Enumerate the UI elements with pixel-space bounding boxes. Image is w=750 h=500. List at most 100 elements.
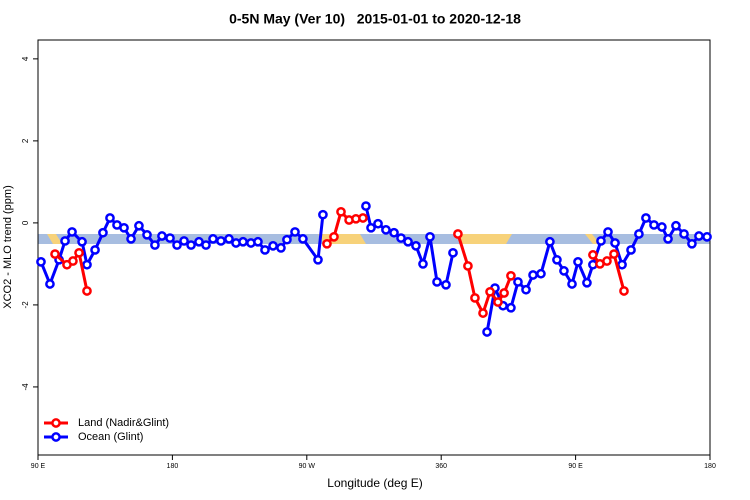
data-point <box>702 231 712 242</box>
ocean-band <box>38 234 710 244</box>
data-point <box>528 270 538 280</box>
data-point <box>482 327 492 337</box>
data-point <box>119 222 129 233</box>
data-point <box>253 236 263 247</box>
data-point <box>60 236 70 246</box>
data-point <box>98 227 108 238</box>
plot-frame <box>37 39 711 456</box>
data-point <box>657 222 667 232</box>
data-point <box>506 270 516 281</box>
data-point <box>671 220 681 231</box>
data-point <box>552 254 562 265</box>
data-point <box>602 256 612 266</box>
data-point <box>201 240 211 250</box>
data-point <box>373 218 383 229</box>
data-point <box>318 209 328 220</box>
data-point <box>559 266 569 276</box>
land-band <box>456 234 512 244</box>
data-point <box>603 227 613 237</box>
data-point <box>619 286 629 296</box>
y-tick-label: 4 <box>21 56 30 61</box>
data-point <box>361 201 371 211</box>
data-point <box>411 241 421 251</box>
data-point <box>448 247 458 258</box>
data-point <box>157 231 167 241</box>
data-point <box>105 213 115 223</box>
data-point <box>282 234 292 245</box>
data-point <box>50 249 60 259</box>
legend-marker <box>51 418 61 428</box>
data-point <box>506 302 516 313</box>
data-point <box>74 247 84 258</box>
data-point <box>90 245 100 255</box>
data-point <box>545 236 555 247</box>
data-point <box>82 259 92 270</box>
data-point <box>322 238 332 249</box>
data-point <box>432 277 442 287</box>
data-point <box>313 254 323 265</box>
data-point <box>463 261 473 271</box>
data-point <box>150 240 160 250</box>
data-point <box>298 234 308 244</box>
legend-label: Land (Nadir&Glint) <box>78 417 169 429</box>
data-point <box>396 233 406 243</box>
data-point <box>513 277 523 287</box>
data-point <box>276 243 286 253</box>
data-point <box>179 236 189 246</box>
x-tick-label: 180 <box>167 463 179 470</box>
data-point <box>172 240 182 250</box>
data-point <box>418 259 428 269</box>
x-tick-label: 360 <box>435 463 447 470</box>
data-point <box>694 231 704 241</box>
data-point <box>224 234 234 244</box>
data-point <box>573 257 583 267</box>
data-point <box>649 220 659 230</box>
data-point <box>453 229 463 239</box>
data-point <box>588 250 598 260</box>
data-point <box>366 222 376 233</box>
x-axis-label: Longitude (deg E) <box>327 476 422 490</box>
data-point <box>358 213 368 223</box>
data-point <box>567 279 577 289</box>
data-point <box>634 229 644 239</box>
chart-title: 0-5N May (Ver 10) 2015-01-01 to 2020-12-… <box>229 11 521 27</box>
land-band <box>47 234 62 244</box>
data-point <box>329 231 339 242</box>
data-point <box>441 279 451 290</box>
data-point <box>381 225 391 235</box>
data-point <box>485 286 495 297</box>
data-point <box>142 229 152 240</box>
data-point <box>45 279 55 289</box>
data-point <box>68 256 78 266</box>
x-tick-label: 180 <box>704 463 716 470</box>
data-point <box>478 308 488 318</box>
data-point <box>521 284 531 295</box>
data-point <box>216 236 226 246</box>
data-point <box>609 249 619 259</box>
data-point <box>389 227 399 238</box>
legend-marker <box>51 432 61 442</box>
data-point <box>499 288 509 298</box>
data-point <box>238 236 248 247</box>
data-point <box>596 236 606 246</box>
data-point <box>470 293 480 303</box>
data-point <box>336 206 346 217</box>
data-point <box>582 277 592 288</box>
y-axis-label: XCO2 - MLO trend (ppm) <box>2 185 14 308</box>
data-point <box>260 245 270 255</box>
data-point <box>663 234 673 244</box>
y-tick-label: 0 <box>21 220 30 225</box>
data-point <box>403 236 413 247</box>
data-point <box>617 259 627 270</box>
legend-label: Ocean (Glint) <box>78 431 143 443</box>
data-point <box>536 268 546 279</box>
data-point <box>687 238 697 249</box>
y-tick-label: 2 <box>21 138 30 143</box>
data-point <box>208 234 218 244</box>
data-point <box>186 240 196 250</box>
data-point <box>268 241 278 251</box>
data-point <box>165 233 175 243</box>
data-point <box>425 231 435 242</box>
data-point <box>610 238 620 248</box>
